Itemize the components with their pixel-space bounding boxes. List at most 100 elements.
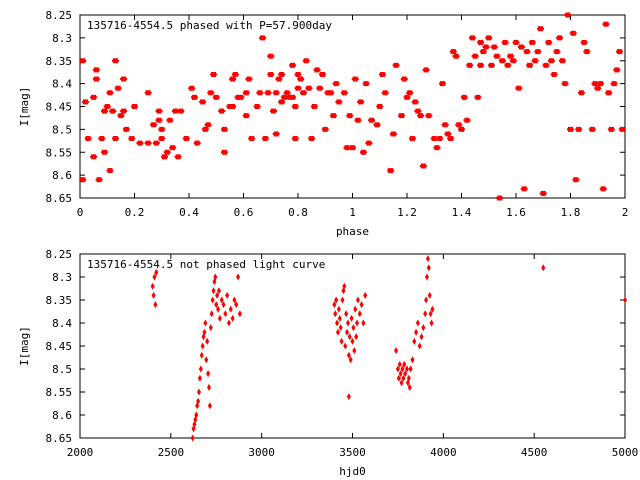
data-point [426, 255, 430, 262]
data-point-arm [480, 51, 487, 53]
y-tick-label: 8.55 [46, 146, 73, 159]
data-point-arm [363, 83, 370, 85]
y-tick-label: 8.6 [52, 169, 72, 182]
data-point-arm [414, 110, 421, 112]
data-point-arm [439, 83, 446, 85]
data-point [198, 375, 202, 382]
data-point-arm [90, 156, 97, 158]
data-point-arm [469, 37, 476, 39]
data-point [354, 333, 358, 340]
y-tick-label: 8.55 [46, 386, 73, 399]
y-tick-label: 8.65 [46, 192, 73, 205]
data-point-arm [477, 41, 484, 43]
data-point-arm [548, 60, 555, 62]
data-point [201, 343, 205, 350]
data-point-arm [330, 115, 337, 117]
data-point-arm [232, 73, 239, 75]
data-point [423, 310, 427, 317]
data-point [337, 306, 341, 313]
data-point-arm [150, 124, 157, 126]
data-point-arm [267, 55, 274, 57]
data-point-arm [112, 138, 119, 140]
data-point-arm [166, 119, 173, 121]
y-tick-label: 8.35 [46, 294, 73, 307]
data-point-arm [488, 64, 495, 66]
data-point-arm [115, 87, 122, 89]
data-point-arm [594, 87, 601, 89]
data-point-arm [106, 92, 113, 94]
data-point-arm [221, 151, 228, 153]
data-point [345, 329, 349, 336]
data-point-arm [93, 78, 100, 80]
data-point [229, 306, 233, 313]
data-point-arm [542, 64, 549, 66]
data-point-arm [401, 78, 408, 80]
data-point-arm [207, 92, 214, 94]
x-axis-label: phase [336, 225, 369, 238]
data-point [352, 347, 356, 354]
x-tick-label: 0.4 [179, 206, 199, 219]
x-tick-label: 3500 [339, 446, 366, 459]
y-tick-label: 8.5 [52, 123, 72, 136]
data-point-arm [218, 110, 225, 112]
data-point-arm [589, 128, 596, 130]
data-point-arm [270, 110, 277, 112]
data-point-arm [300, 92, 307, 94]
data-point-arm [305, 87, 312, 89]
data-point-arm [237, 96, 244, 98]
data-point-arm [199, 101, 206, 103]
data-point-arm [510, 60, 517, 62]
data-point [541, 264, 545, 271]
data-point-arm [605, 92, 612, 94]
data-point-arm [101, 110, 108, 112]
data-point-arm [156, 119, 163, 121]
data-point-arm [153, 142, 160, 144]
data-point-arm [493, 55, 500, 57]
data-point-arm [194, 142, 201, 144]
data-point-arm [120, 78, 127, 80]
data-point-arm [136, 142, 143, 144]
data-point [238, 310, 242, 317]
data-point-arm [117, 115, 124, 117]
data-point [346, 320, 350, 327]
data-point-arm [120, 110, 127, 112]
data-point [623, 297, 627, 304]
data-point [197, 389, 201, 396]
data-point [200, 352, 204, 359]
x-tick-label: 0.2 [125, 206, 145, 219]
x-tick-label: 0.6 [234, 206, 254, 219]
data-point-arm [564, 14, 571, 16]
data-point-arm [616, 51, 623, 53]
data-point-arm [504, 64, 511, 66]
data-point-arm [183, 138, 190, 140]
data-point-arm [523, 51, 530, 53]
data-point [209, 324, 213, 331]
data-point-arm [158, 128, 165, 130]
data-point-arm [327, 92, 334, 94]
data-point [223, 310, 227, 317]
data-point-arm [109, 110, 116, 112]
data-point-arm [265, 92, 272, 94]
y-axis-label: I[mag] [18, 87, 31, 127]
data-point-arm [390, 133, 397, 135]
data-point [351, 338, 355, 345]
data-point-arm [96, 179, 103, 181]
data-point-arm [311, 106, 318, 108]
data-point-arm [131, 106, 138, 108]
data-point-arm [483, 46, 490, 48]
data-point [425, 274, 429, 281]
data-point-arm [425, 115, 432, 117]
data-point [428, 292, 432, 299]
data-point [333, 310, 337, 317]
data-point-arm [316, 87, 323, 89]
data-point-arm [374, 124, 381, 126]
data-point-arm [461, 96, 468, 98]
data-point [205, 338, 209, 345]
data-point [191, 435, 195, 442]
data-point-arm [292, 138, 299, 140]
data-point-arm [213, 96, 220, 98]
data-point-arm [423, 69, 430, 71]
data-point-arm [477, 64, 484, 66]
data-point [361, 320, 365, 327]
data-point-arm [256, 92, 263, 94]
